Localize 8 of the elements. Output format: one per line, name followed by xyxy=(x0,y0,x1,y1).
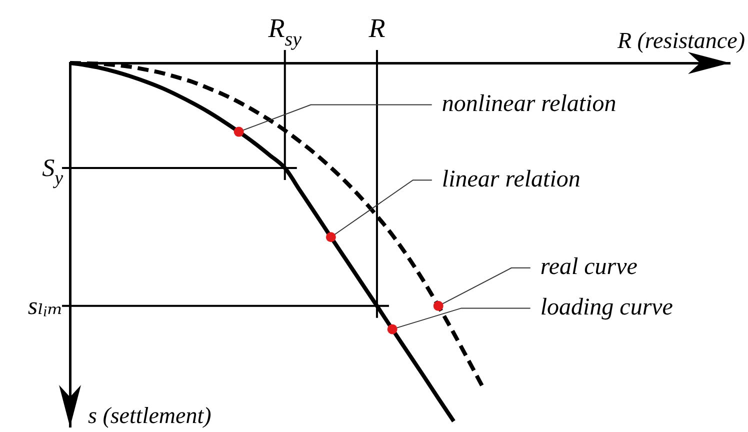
ref-line-label: sₗᵢₘ xyxy=(28,292,64,320)
text: loading curve xyxy=(540,294,674,321)
x-axis-title: R (resistance) xyxy=(616,28,746,53)
y-axis-title: s (settlement) xyxy=(88,403,212,428)
text: real curve xyxy=(540,254,638,280)
x-tick-label: R xyxy=(368,13,386,43)
annotation: nonlinear relation xyxy=(442,91,616,118)
annotation: linear relation xyxy=(442,166,580,192)
